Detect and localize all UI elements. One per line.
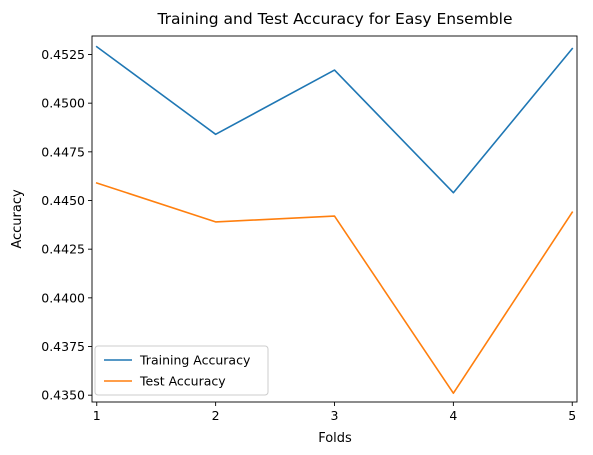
legend-box: [94, 345, 269, 396]
plot-area: 1 2 3 4 5 0.4350 0.4375 0.4400 0.4425 0.4450 0.447…: [41, 35, 578, 423]
x-tick-label: 5: [568, 408, 576, 423]
chart-title: Training and Test Accuracy for Easy Ense…: [156, 10, 512, 28]
y-tick-label: 0.4425: [41, 242, 85, 257]
legend: Training Accuracy Test Accuracy: [94, 345, 269, 396]
x-axis-label: Folds: [318, 431, 352, 446]
x-tick-label: 3: [331, 408, 339, 423]
y-tick-label: 0.4450: [41, 193, 85, 208]
x-tick-label: 4: [449, 408, 457, 423]
y-tick-label: 0.4525: [41, 47, 85, 62]
y-tick-label: 0.4500: [41, 96, 85, 111]
series-line-test: [95, 181, 574, 395]
x-tick-label: 1: [93, 408, 101, 423]
y-tick-label: 0.4475: [41, 144, 85, 159]
legend-label-test: Test Accuracy: [139, 374, 226, 389]
x-tick-label: 2: [212, 408, 220, 423]
legend-label-training: Training Accuracy: [139, 353, 251, 368]
y-tick-label: 0.4400: [41, 290, 85, 305]
series-line-training: [95, 45, 574, 194]
y-tick-label: 0.4375: [41, 339, 85, 354]
y-axis-label: Accuracy: [10, 189, 25, 249]
y-tick-label: 0.4350: [41, 388, 85, 403]
